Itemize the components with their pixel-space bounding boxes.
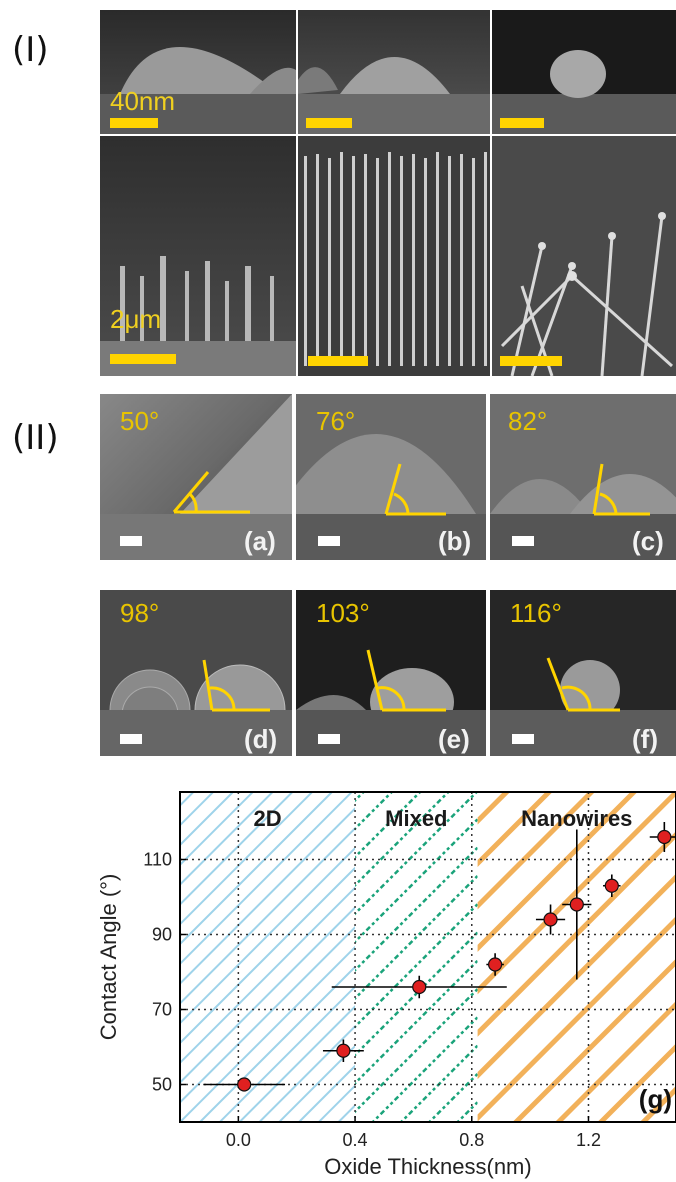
droplet-image [100,47,296,134]
panel-letter-f: (f) [632,724,658,754]
sem-droplet-panel-3 [492,10,676,134]
point-marker [569,897,584,912]
region-mixed [355,792,478,1122]
sem-nanowire-panel-1: 2μm [100,136,296,376]
scale-label-40nm: 40nm [110,86,176,116]
region-label: Mixed [385,806,447,831]
droplet-image [296,434,486,560]
sem-nanowire-panel-3 [492,136,676,376]
scale-bar [306,118,352,128]
panel-letter-a: (a) [244,526,276,556]
plot-frame [179,791,676,1123]
point-marker [237,1077,252,1092]
scale-bar [120,536,142,546]
x-tick-label: 1.2 [576,1130,601,1150]
point-marker [488,957,503,972]
data-point [562,829,592,980]
point-marker [657,829,672,845]
scale-label-2um: 2μm [110,304,162,334]
region-2d [180,792,356,1122]
scale-bar [318,734,340,744]
x-axis-label: Oxide Thickness(nm) [324,1154,531,1179]
data-point [486,953,504,976]
angle-panel-f: 116° (f) [490,590,676,756]
angle-panel-c: 82° (c) [490,394,676,560]
x-tick-label: 0.4 [343,1130,368,1150]
data-point [203,1077,286,1092]
scale-bar [110,354,176,364]
droplet-image [492,50,676,134]
droplet-image [490,463,676,560]
x-tick-label: 0.8 [459,1130,484,1150]
x-tick-label: 0.0 [226,1130,251,1150]
data-point [322,1039,364,1062]
angle-label-f: 116° [510,598,562,628]
panel-letter-g: (g) [639,1084,672,1114]
scale-bar [110,118,158,128]
data-point [649,822,676,852]
scale-bar [318,536,340,546]
droplet-image [298,57,490,134]
point-marker [604,878,619,893]
angle-panel-a: 50° (a) [100,394,292,560]
nanowire-image [304,152,487,366]
angle-panel-e: 103° (e) [296,590,486,756]
y-tick-label: 50 [152,1075,172,1095]
y-tick-label: 90 [152,925,172,945]
panel-letter-b: (b) [438,526,472,556]
sem-image-grid: 40nm 2μm [100,10,676,376]
angle-panel-b: 76° (b) [296,394,486,560]
nanowire-image [500,212,674,376]
section-label-middle: (II) [12,418,59,458]
angle-row-2: 98° (d) 103° (e) 116° (f) [100,590,676,756]
droplet-image [100,659,292,756]
scale-bar [120,734,142,744]
panel-letter-e: (e) [438,724,470,754]
panel-letter-d: (d) [244,724,278,754]
angle-label-e: 103° [316,598,370,628]
y-axis-label: Contact Angle (°) [96,874,121,1041]
y-tick-label: 70 [152,1000,172,1020]
section-label-top: (I) [12,30,49,70]
point-marker [543,912,558,927]
data-point [603,874,621,897]
data-point [331,975,507,999]
sem-nanowire-panel-2 [298,136,490,376]
droplet-image [296,649,486,756]
nanowire-image [100,256,296,376]
scale-bar [512,734,534,744]
angle-label-d: 98° [120,598,160,628]
data-point [535,904,566,935]
region-label: Nanowires [521,806,632,831]
region-label: 2D [253,806,281,831]
panel-letter-c: (c) [632,526,664,556]
angle-panel-d: 98° (d) [100,590,292,756]
scale-bar [512,536,534,546]
sem-droplet-panel-1: 40nm [100,10,296,134]
scale-bar [500,356,562,366]
angle-label-a: 50° [120,406,160,436]
point-marker [412,979,427,995]
droplet-image [490,657,676,756]
angle-row-1: 50° (a) 76° (b) 82° (c) [100,394,676,560]
angle-label-b: 76° [316,406,356,436]
point-marker [336,1043,351,1058]
sem-droplet-panel-2 [298,10,490,134]
y-tick-label: 110 [143,850,172,870]
contact-angle-chart: 0.0 0.4 0.8 1.2 50 70 90 110 Oxide Thickness(nm)… [96,791,676,1179]
scale-bar [500,118,544,128]
angle-label-c: 82° [508,406,548,436]
scale-bar [308,356,368,366]
contact-angle-grid: 50° (a) 76° (b) 82° (c) [100,394,676,766]
